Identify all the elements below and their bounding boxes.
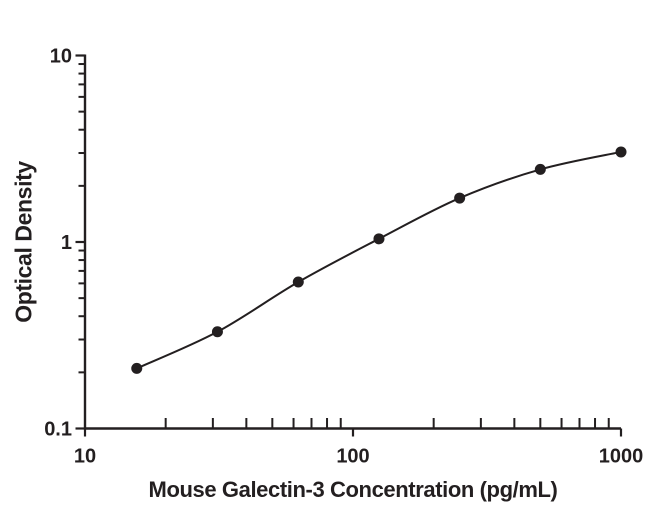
y-tick-label: 10 (50, 46, 72, 68)
y-tick-label: 1 (61, 232, 72, 254)
x-tick-label: 1000 (599, 446, 644, 468)
data-point-marker (615, 146, 627, 158)
axis-spines (83, 54, 621, 430)
y-axis-title: Optical Density (10, 161, 37, 323)
y-tick-label: 0.1 (44, 419, 72, 441)
x-tick-label: 100 (336, 446, 369, 468)
data-point-marker (373, 233, 385, 245)
data-point-marker (131, 362, 143, 374)
data-point-marker (534, 163, 546, 175)
x-tick-label: 10 (74, 446, 96, 468)
standard-curve-line (136, 150, 622, 370)
data-point-marker (454, 192, 466, 204)
data-point-marker (211, 326, 223, 338)
data-point-marker (292, 276, 304, 288)
x-axis-title: Mouse Galectin-3 Concentration (pg/mL) (148, 477, 558, 502)
